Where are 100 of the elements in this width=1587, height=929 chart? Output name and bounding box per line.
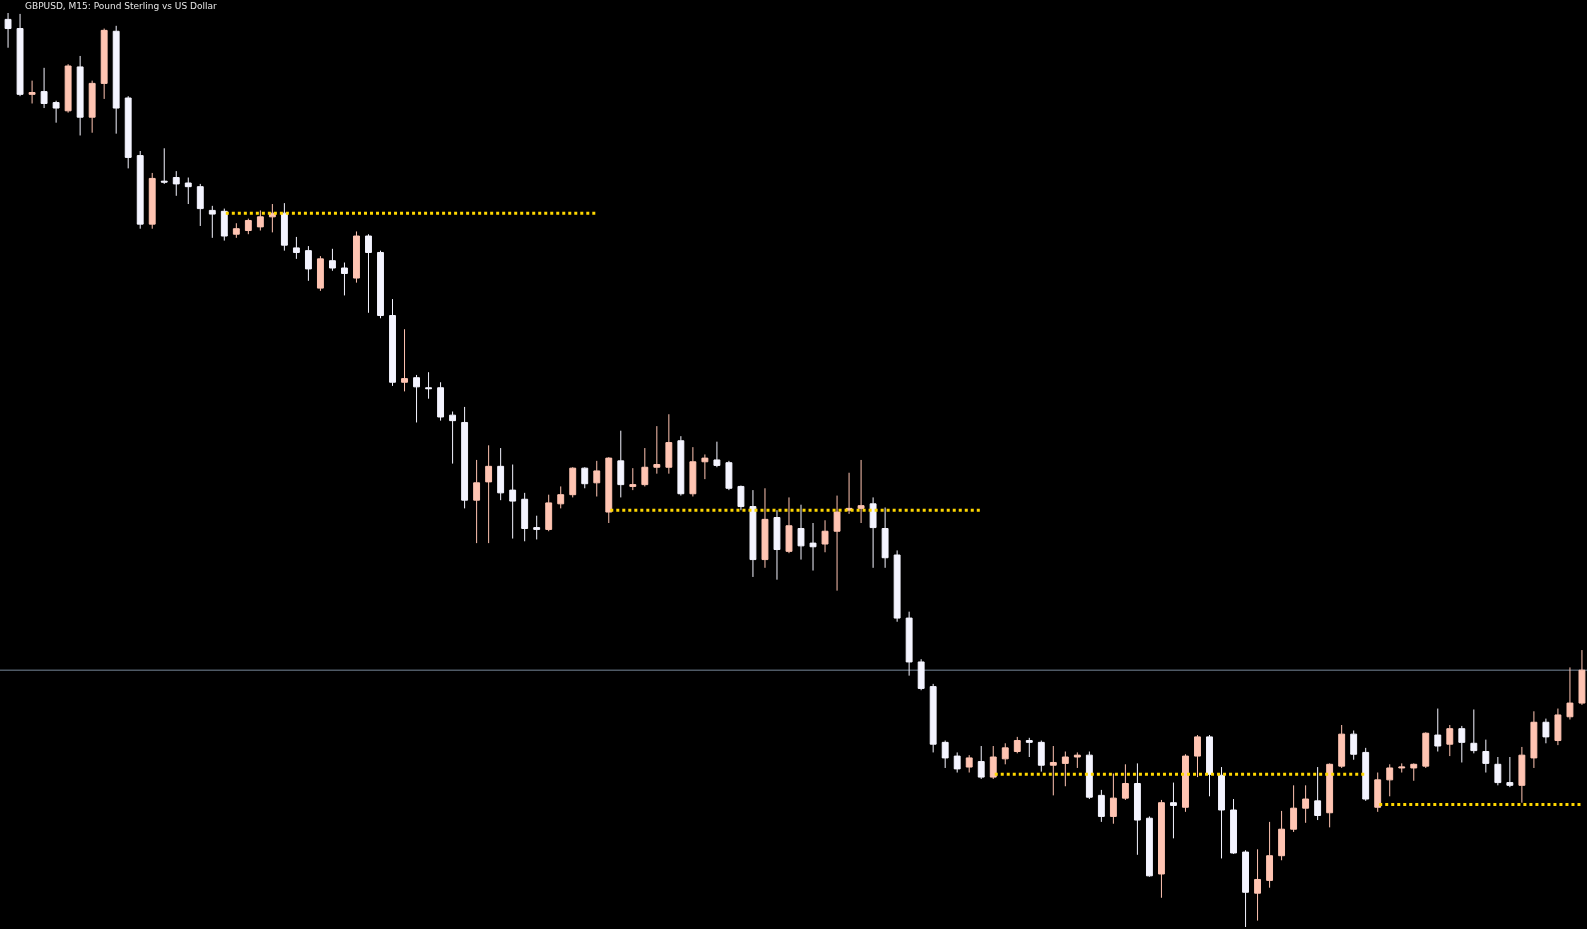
candlestick: [88, 80, 96, 134]
candlestick: [1278, 810, 1286, 861]
candlestick: [701, 453, 709, 480]
chart-title: GBPUSD, M15: Pound Sterling vs US Dollar: [25, 1, 217, 12]
candlestick: [280, 202, 288, 252]
candlestick: [977, 745, 985, 780]
candlestick: [304, 245, 312, 282]
candlestick: [1302, 784, 1310, 824]
candlestick: [1398, 762, 1406, 774]
candlestick: [1566, 666, 1574, 721]
candlestick: [1230, 798, 1237, 855]
candlestick: [989, 745, 997, 780]
candlestick: [1013, 736, 1021, 754]
candlestick: [737, 485, 745, 511]
candlestick: [461, 406, 469, 509]
candlestick: [557, 485, 565, 509]
candlestick: [1350, 729, 1358, 761]
candlestick: [521, 492, 529, 542]
candlestick: [1025, 737, 1033, 758]
candlestick: [136, 150, 144, 230]
candlestick: [1097, 789, 1105, 823]
candlestick: [1242, 849, 1249, 928]
candlestick: [1001, 742, 1009, 765]
candlestick: [533, 515, 541, 540]
candlestick: [1037, 740, 1045, 773]
candlestick: [1290, 784, 1298, 833]
candlestick: [593, 460, 601, 498]
candlestick: [1578, 649, 1586, 706]
candlestick: [64, 63, 72, 114]
candlestick: [605, 456, 613, 524]
candlestick: [244, 218, 252, 235]
candlestick: [1170, 782, 1177, 839]
candlestick: [749, 489, 757, 578]
candlestick: [641, 447, 649, 487]
candlestick: [857, 459, 865, 524]
candlestick: [761, 487, 769, 569]
candlestick: [545, 494, 553, 532]
candlestick: [124, 95, 132, 169]
candlestick: [1145, 815, 1153, 878]
candlestick: [365, 233, 372, 314]
candlestick: [112, 25, 120, 135]
candlestick: [1410, 762, 1418, 782]
candlestick: [196, 183, 204, 227]
candlestick: [1061, 751, 1069, 787]
candlestick: [629, 467, 637, 491]
candlestick: [220, 208, 228, 242]
candlestick: [773, 509, 781, 581]
candlestick: [617, 430, 625, 498]
candlestick: [184, 177, 192, 205]
candlestick: [1254, 848, 1261, 922]
candlestick: [1494, 756, 1502, 786]
candlestick: [953, 751, 961, 774]
candlestick: [833, 495, 841, 592]
candlestick: [1470, 708, 1478, 754]
candlestick: [389, 298, 396, 387]
candlestick: [329, 248, 336, 272]
candlestick: [845, 472, 853, 515]
candlestick: [785, 496, 793, 554]
candlestick: [76, 55, 84, 136]
candlestick: [581, 466, 589, 489]
candlestick: [1542, 718, 1550, 744]
candlestick: [809, 522, 817, 572]
candlestick: [929, 683, 937, 753]
candlestick: [148, 172, 156, 230]
candlestick: [1530, 710, 1538, 769]
candlestick: [1314, 766, 1322, 821]
candlestick: [256, 209, 264, 232]
candlestick: [473, 459, 481, 544]
candlestick: [1422, 731, 1430, 769]
candlestick: [797, 504, 805, 561]
candlestick: [1073, 751, 1081, 769]
candlestick: [713, 441, 721, 468]
candlestick: [869, 496, 877, 569]
candlestick: [1386, 763, 1394, 797]
candlestick: [449, 411, 457, 465]
candlestick: [1158, 799, 1165, 899]
candlestick: [1434, 708, 1442, 753]
candlestick: [893, 549, 901, 623]
candlestick: [1326, 762, 1334, 828]
candlestick: [160, 147, 168, 185]
candlestick: [1085, 751, 1093, 800]
candlestick: [1218, 766, 1225, 859]
candlestick: [1374, 772, 1382, 813]
candlestick: [965, 754, 973, 774]
candlestick: [292, 236, 300, 260]
candlestick: [1554, 708, 1562, 746]
candlestick: [653, 425, 661, 475]
candlestick: [917, 658, 925, 691]
candlestick: [485, 444, 493, 544]
candlestick: [509, 464, 517, 540]
candlestick: [1338, 724, 1346, 769]
candlestick: [1458, 725, 1466, 763]
candlestick: [1266, 821, 1274, 889]
candlestick: [497, 447, 505, 501]
candlestick: [677, 435, 685, 497]
candlestick: [172, 170, 180, 197]
candlestick: [1506, 756, 1514, 788]
candlestick: [437, 381, 445, 422]
candlestick: [1446, 724, 1454, 757]
candlestick: [208, 205, 216, 239]
